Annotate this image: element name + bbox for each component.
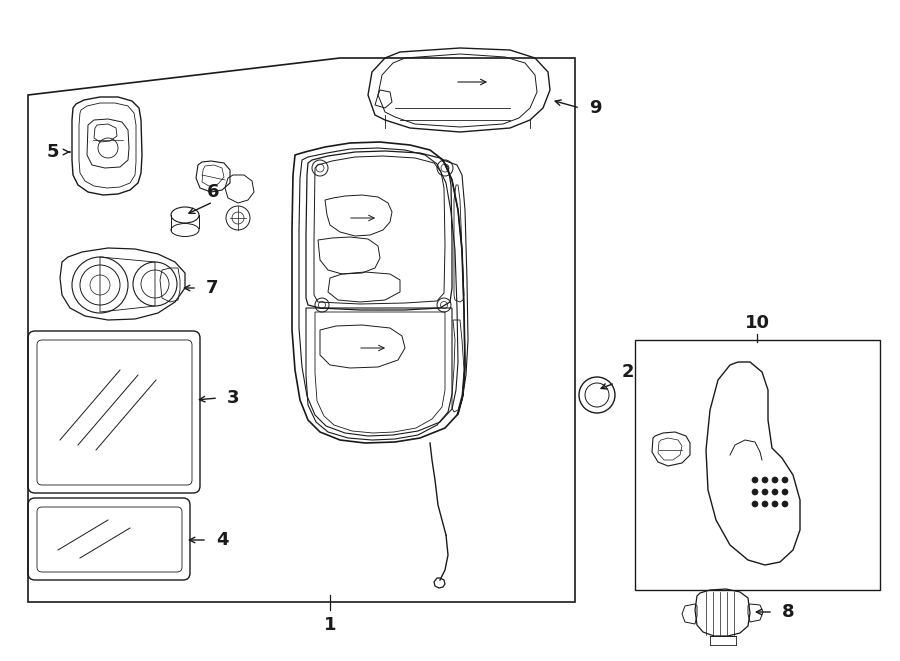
Circle shape: [752, 501, 758, 507]
Circle shape: [752, 489, 758, 495]
Circle shape: [782, 489, 788, 495]
Text: 2: 2: [622, 363, 634, 381]
Text: 1: 1: [324, 616, 337, 634]
Text: 10: 10: [744, 314, 770, 332]
Circle shape: [782, 501, 788, 507]
Circle shape: [782, 477, 788, 483]
Text: 8: 8: [782, 603, 795, 621]
Text: 6: 6: [207, 183, 220, 201]
Circle shape: [772, 477, 778, 483]
Circle shape: [762, 489, 768, 495]
Circle shape: [752, 477, 758, 483]
Circle shape: [772, 489, 778, 495]
Circle shape: [762, 477, 768, 483]
Circle shape: [762, 501, 768, 507]
Text: 4: 4: [216, 531, 229, 549]
Text: 9: 9: [589, 99, 601, 117]
Circle shape: [772, 501, 778, 507]
Text: 5: 5: [47, 143, 59, 161]
Text: 3: 3: [227, 389, 239, 407]
Bar: [635, 340, 880, 590]
Text: 7: 7: [206, 279, 218, 297]
